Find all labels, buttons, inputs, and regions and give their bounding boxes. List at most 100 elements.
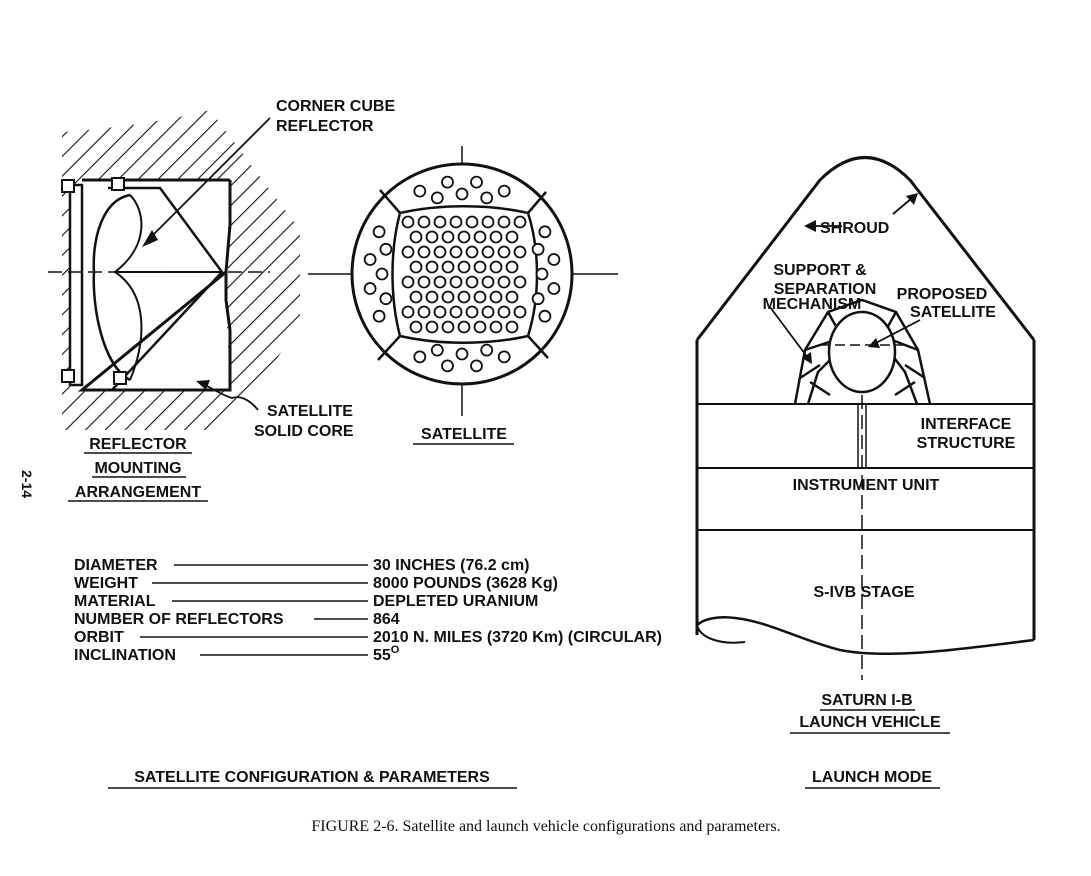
- reflector-hole: [538, 309, 552, 323]
- reflector-mounting-drawing: [48, 110, 300, 430]
- proposed-label-line1: PROPOSED: [897, 286, 988, 303]
- reflector-hole: [538, 225, 552, 239]
- reflector-hole: [425, 290, 439, 304]
- reflector-hole: [379, 292, 393, 306]
- reflector-hole: [481, 215, 495, 229]
- reflector-hole: [489, 230, 503, 244]
- corner-cube-label-line1: CORNER CUBE: [276, 98, 395, 115]
- launch-vehicle-drawing: [695, 156, 1036, 680]
- reflector-hole: [363, 253, 377, 266]
- reflector-hole: [531, 292, 545, 306]
- shroud-label: SHROUD: [820, 220, 889, 237]
- reflector-hole: [547, 253, 561, 266]
- reflector-holes: [363, 175, 561, 373]
- reflector-hole: [505, 320, 519, 334]
- reflector-title-line3: ARRANGEMENT: [75, 484, 201, 501]
- solid-core-label-line1: SATELLITE: [267, 403, 353, 420]
- reflector-hole: [457, 290, 471, 304]
- reflector-hole: [497, 245, 511, 259]
- parameter-name: ORBIT: [74, 629, 124, 646]
- figure-caption: FIGURE 2-6. Satellite and launch vehicle…: [311, 818, 780, 835]
- reflector-hole: [433, 245, 447, 259]
- parameter-name: INCLINATION: [74, 647, 176, 664]
- reflector-hole: [441, 359, 454, 373]
- support-label-line1: SUPPORT &: [773, 262, 867, 279]
- reflector-hole: [489, 290, 503, 304]
- reflector-hole: [433, 305, 447, 319]
- reflector-hole: [401, 305, 415, 319]
- reflector-hole: [497, 275, 511, 289]
- parameter-row: WEIGHT 8000 POUNDS (3628 Kg): [74, 575, 558, 592]
- reflector-hole: [401, 275, 415, 289]
- reflector-hole: [375, 267, 389, 281]
- parameter-name: WEIGHT: [74, 575, 138, 592]
- reflector-hole: [473, 320, 487, 334]
- interface-label-line2: STRUCTURE: [917, 435, 1016, 452]
- reflector-hole: [531, 242, 545, 256]
- reflector-hole: [449, 215, 463, 229]
- solid-core-label-line2: SOLID CORE: [254, 423, 354, 440]
- reflector-hole: [413, 350, 427, 364]
- reflector-hole: [513, 215, 527, 229]
- reflector-hole: [465, 215, 479, 229]
- parameter-row: DIAMETER 30 INCHES (76.2 cm): [74, 557, 530, 574]
- reflector-hole: [379, 242, 393, 256]
- reflector-hole: [441, 320, 455, 334]
- config-title-text: SATELLITE CONFIGURATION & PARAMETERS: [134, 769, 490, 786]
- solid-core-label: SATELLITE SOLID CORE: [254, 403, 354, 440]
- vehicle-title-line1: SATURN I-B: [821, 692, 912, 709]
- reflector-hole: [481, 305, 495, 319]
- reflector-hole: [449, 245, 463, 259]
- reflector-hole: [409, 230, 423, 244]
- reflector-hole: [441, 260, 455, 274]
- launch-mode-title: LAUNCH MODE: [812, 769, 932, 786]
- reflector-hole: [457, 230, 471, 244]
- reflector-hole: [409, 290, 423, 304]
- reflector-hole: [513, 275, 527, 289]
- reflector-hole: [497, 305, 511, 319]
- reflector-title: REFLECTOR MOUNTING ARRANGEMENT: [68, 436, 208, 502]
- reflector-hole: [473, 290, 487, 304]
- reflector-hole: [497, 184, 511, 198]
- reflector-hole: [465, 245, 479, 259]
- proposed-label-line2: SATELLITE: [910, 304, 996, 321]
- page-number: 2-14: [19, 470, 35, 498]
- reflector-hole: [401, 215, 415, 229]
- reflector-hole: [430, 343, 444, 357]
- reflector-hole: [417, 305, 431, 319]
- reflector-hole: [425, 230, 439, 244]
- reflector-hole: [372, 309, 386, 323]
- reflector-hole: [401, 245, 415, 259]
- reflector-hole: [473, 260, 487, 274]
- parameter-value: 2010 N. MILES (3720 Km) (CIRCULAR): [373, 629, 662, 646]
- parameter-row: MATERIAL DEPLETED URANIUM: [74, 593, 538, 610]
- parameter-table: DIAMETER 30 INCHES (76.2 cm) WEIGHT 8000…: [74, 557, 662, 664]
- inclination-superscript: O: [391, 644, 400, 656]
- reflector-hole: [417, 275, 431, 289]
- stage-label: S-IVB STAGE: [813, 584, 914, 601]
- satellite-title: SATELLITE: [413, 426, 514, 445]
- reflector-hole: [489, 260, 503, 274]
- parameter-value: DEPLETED URANIUM: [373, 593, 538, 610]
- reflector-hole: [497, 350, 511, 364]
- support-label-line2: SEPARATION: [774, 281, 877, 298]
- parameter-row: NUMBER OF REFLECTORS 864: [74, 611, 400, 628]
- parameter-row: INCLINATION 55O: [74, 644, 400, 664]
- reflector-hole: [480, 343, 494, 357]
- shroud-outline: [695, 156, 1036, 341]
- reflector-hole: [535, 267, 549, 281]
- reflector-hole: [457, 260, 471, 274]
- config-title: SATELLITE CONFIGURATION & PARAMETERS: [108, 769, 517, 789]
- reflector-hole: [372, 225, 386, 239]
- parameter-value: 55O: [373, 644, 400, 664]
- proposed-satellite-sphere: [827, 310, 897, 394]
- reflector-hole: [409, 260, 423, 274]
- parameter-row: ORBIT 2010 N. MILES (3720 Km) (CIRCULAR): [74, 629, 662, 646]
- reflector-hole: [441, 175, 454, 189]
- satellite-drawing: [308, 146, 618, 416]
- launch-vehicle-labels: SHROUD SUPPORT & SEPARATION MECHANISM PR…: [763, 220, 1016, 789]
- reflector-hole: [441, 290, 455, 304]
- vehicle-title-line2: LAUNCH VEHICLE: [799, 714, 941, 731]
- parameter-name: NUMBER OF REFLECTORS: [74, 611, 284, 628]
- reflector-hole: [425, 260, 439, 274]
